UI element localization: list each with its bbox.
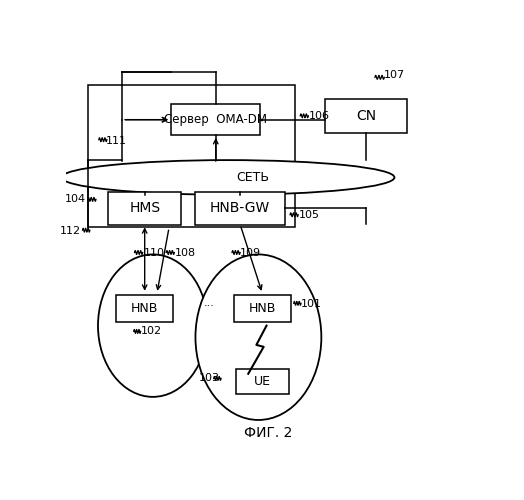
Text: Сервер  OMA-DM: Сервер OMA-DM <box>164 113 267 126</box>
Text: UE: UE <box>254 375 271 388</box>
Ellipse shape <box>195 254 321 420</box>
Text: 110: 110 <box>144 248 165 258</box>
Text: 104: 104 <box>64 194 86 204</box>
Text: 107: 107 <box>384 70 406 81</box>
Text: 106: 106 <box>308 111 330 121</box>
Bar <box>236 369 289 394</box>
Text: HNB: HNB <box>131 302 158 315</box>
Text: 103: 103 <box>199 374 220 384</box>
Bar <box>171 104 260 135</box>
Bar <box>325 98 407 133</box>
Text: HNB: HNB <box>249 302 276 315</box>
Text: 109: 109 <box>240 248 261 258</box>
Ellipse shape <box>61 160 395 194</box>
Bar <box>234 295 291 322</box>
Text: HNB-GW: HNB-GW <box>210 201 270 215</box>
Bar <box>108 192 181 224</box>
Text: 105: 105 <box>299 210 320 220</box>
Bar <box>88 85 295 228</box>
Bar <box>116 295 173 322</box>
Text: СЕТЬ: СЕТЬ <box>236 171 269 184</box>
Text: 112: 112 <box>60 226 81 236</box>
Text: HMS: HMS <box>129 201 160 215</box>
Ellipse shape <box>98 254 208 397</box>
Text: ФИГ. 2: ФИГ. 2 <box>244 426 293 440</box>
Text: 111: 111 <box>106 136 127 146</box>
Text: 108: 108 <box>174 248 195 258</box>
Text: CN: CN <box>356 109 376 123</box>
Text: ...: ... <box>204 298 215 308</box>
Bar <box>195 192 285 224</box>
Text: 102: 102 <box>140 326 162 336</box>
Text: 101: 101 <box>301 300 322 310</box>
